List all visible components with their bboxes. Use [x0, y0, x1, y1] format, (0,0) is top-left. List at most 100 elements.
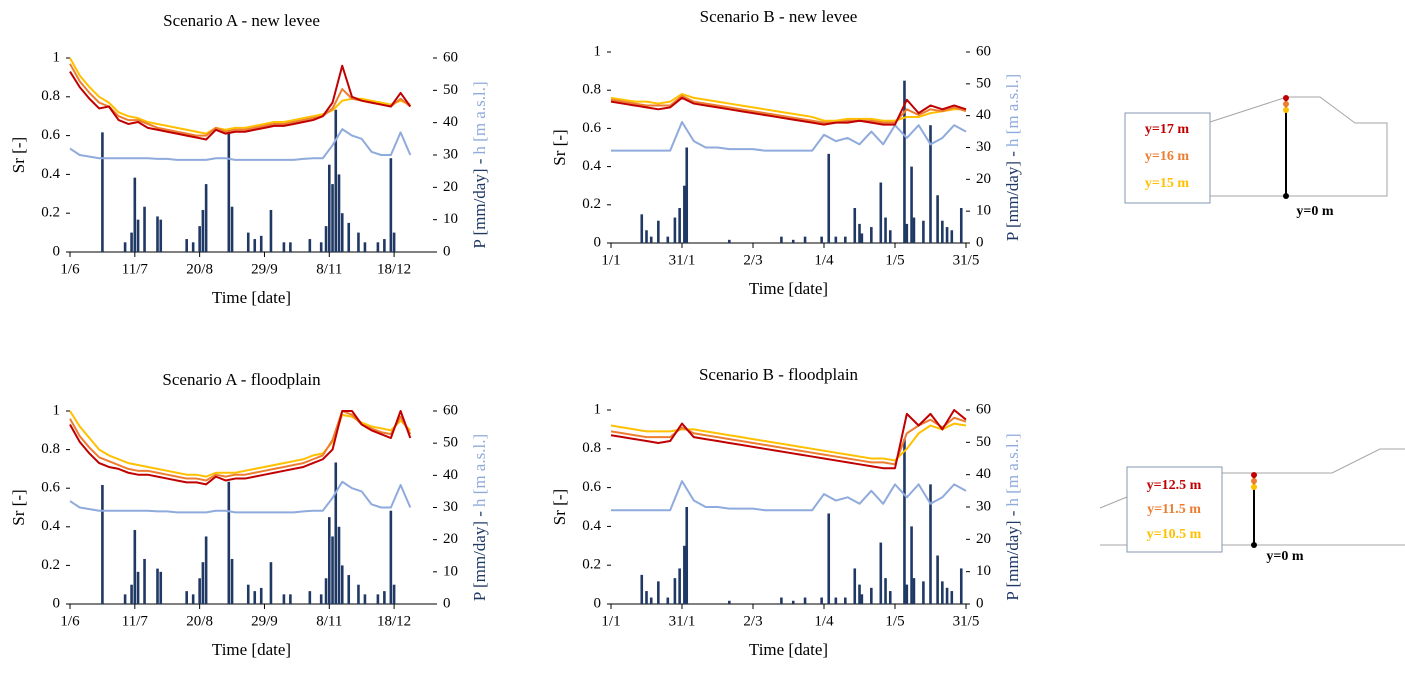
bar: [657, 581, 660, 604]
bar: [259, 235, 263, 252]
y2-label-part: P [mm/day] -: [470, 511, 489, 601]
x-axis-label: Time [date]: [749, 279, 828, 298]
y2-tick-label: 0: [443, 595, 451, 611]
bar: [289, 242, 292, 252]
bar: [130, 232, 133, 252]
bar: [392, 584, 396, 604]
bar: [780, 236, 783, 243]
bar: [728, 600, 731, 604]
y-tick-label: 0.6: [41, 480, 60, 496]
bar: [334, 109, 338, 252]
series-line: [69, 410, 412, 486]
y-tick-label: 0: [53, 243, 61, 259]
bar: [858, 223, 861, 243]
bar: [101, 484, 104, 604]
x-tick-label: 20/8: [186, 613, 213, 629]
bar: [844, 597, 847, 604]
bar: [334, 462, 338, 604]
bar: [853, 568, 857, 604]
y2-tick-label: 50: [976, 75, 991, 91]
y-tick-label: 0.8: [41, 88, 60, 104]
bar: [827, 513, 831, 604]
x-tick-label: 18/12: [377, 261, 411, 277]
x-tick-label: 31/1: [669, 252, 696, 268]
bar: [820, 236, 823, 243]
bar: [376, 242, 380, 252]
y-tick-label: 0.2: [582, 557, 601, 573]
y-tick-label: 0.2: [41, 557, 60, 573]
bar: [191, 594, 195, 604]
bar: [834, 597, 838, 604]
diagram-base-label: y=0 m: [1266, 549, 1303, 564]
bar: [201, 209, 205, 252]
bar: [678, 568, 681, 604]
y-tick-label: 0.4: [582, 518, 601, 534]
chart: Scenario A - floodplain 1/6 11/7 20/8 29/9 8/…: [9, 370, 489, 659]
ground-line: [1099, 496, 1128, 509]
point: [1283, 101, 1289, 107]
x-tick-label: 11/7: [122, 261, 149, 277]
y-tick-label: 0.2: [41, 205, 60, 221]
y-tick-label: 0.8: [582, 440, 601, 456]
chart-title: Scenario A - floodplain: [162, 370, 321, 389]
chart: Scenario B - floodplain 1/1 31/1 2/3 1/4 1/5 3…: [550, 365, 1022, 659]
chart-title: Scenario B - new levee: [700, 7, 858, 26]
bar: [159, 219, 163, 252]
bar: [844, 236, 847, 243]
bar: [884, 217, 887, 243]
y2-tick-label: 10: [443, 211, 458, 227]
series-line: [69, 57, 411, 135]
bar: [803, 236, 807, 243]
bar: [853, 207, 857, 243]
y2-axis-label: P [mm/day] - h [m a.s.l.]: [470, 434, 489, 601]
y2-tick-label: 60: [443, 402, 458, 418]
x-tick-label: 8/11: [316, 613, 342, 629]
bar: [685, 147, 689, 243]
bar: [950, 230, 954, 243]
bar: [337, 174, 341, 252]
y2-tick-label: 60: [443, 49, 458, 65]
y-tick-label: 0: [594, 595, 602, 611]
ground-line: [1222, 448, 1405, 474]
y-axis-label: Sr [-]: [9, 489, 28, 525]
y-tick-label: 0.6: [582, 479, 601, 495]
y-tick-label: 0.4: [582, 158, 601, 174]
series-line: [69, 128, 412, 161]
x-tick-label: 20/8: [186, 261, 213, 277]
x-tick-label: 2/3: [743, 252, 762, 268]
bar: [376, 594, 380, 604]
bar: [903, 80, 906, 244]
series-line: [611, 480, 967, 512]
bar: [657, 220, 660, 243]
diagram-label: y=12.5 m: [1147, 478, 1202, 493]
x-tick-label: 1/1: [601, 613, 620, 629]
y-tick-label: 1: [53, 402, 61, 418]
bar: [383, 239, 386, 252]
bar: [791, 600, 795, 604]
label-box: [1124, 112, 1211, 204]
bar: [230, 558, 234, 604]
bar: [101, 132, 104, 252]
bar: [185, 591, 188, 604]
y2-tick-label: 50: [976, 434, 991, 450]
bar: [204, 536, 208, 604]
bar: [319, 594, 323, 604]
bar: [253, 591, 257, 604]
bar: [230, 206, 234, 252]
series-line: [610, 422, 967, 462]
y-tick-label: 0: [53, 595, 61, 611]
bar: [130, 584, 133, 604]
bar: [282, 594, 286, 604]
bar: [347, 575, 351, 604]
bar: [888, 230, 892, 243]
bar: [827, 153, 831, 243]
y2-tick-label: 20: [976, 171, 991, 187]
y2-tick-label: 10: [976, 563, 991, 579]
bar: [912, 578, 916, 604]
y2-axis-label: P [mm/day] - h [m a.s.l.]: [1003, 74, 1022, 241]
point: [1251, 472, 1257, 478]
bar: [143, 206, 146, 252]
bar: [666, 236, 670, 243]
bar: [198, 226, 201, 252]
